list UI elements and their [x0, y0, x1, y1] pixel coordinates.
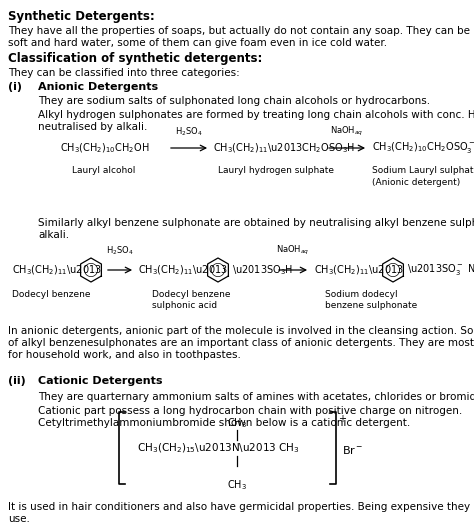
Text: Cationic Detergents: Cationic Detergents [38, 376, 163, 386]
Text: CH$_3$(CH$_2$)$_{11}$\u2013: CH$_3$(CH$_2$)$_{11}$\u2013 [12, 263, 102, 277]
Text: +: + [338, 414, 346, 424]
Text: They are quarternary ammonium salts of amines with acetates, chlorides or bromid: They are quarternary ammonium salts of a… [38, 392, 474, 402]
Text: \u2013SO$_3^-$ Na$^+$: \u2013SO$_3^-$ Na$^+$ [407, 262, 474, 278]
Text: soft and hard water, some of them can give foam even in ice cold water.: soft and hard water, some of them can gi… [8, 38, 387, 48]
Text: use.: use. [8, 514, 30, 524]
Text: CH$_3$(CH$_2$)$_{11}$\u2013: CH$_3$(CH$_2$)$_{11}$\u2013 [138, 263, 228, 277]
Text: \u2013SO$_3$H: \u2013SO$_3$H [232, 263, 293, 277]
Text: Sodium dodecyl: Sodium dodecyl [325, 290, 398, 299]
Text: Similarly alkyl benzene sulphonate are obtained by neutralising alkyl benzene su: Similarly alkyl benzene sulphonate are o… [38, 218, 474, 228]
Text: They have all the properties of soaps, but actually do not contain any soap. The: They have all the properties of soaps, b… [8, 26, 474, 36]
Text: Sodium Lauryl sulphate: Sodium Lauryl sulphate [372, 166, 474, 175]
Text: NaOH$_{aq}$: NaOH$_{aq}$ [330, 125, 364, 138]
Text: It is used in hair conditioners and also have germicidal properties. Being expen: It is used in hair conditioners and also… [8, 502, 474, 512]
Text: CH$_3$(CH$_2$)$_{10}$CH$_2$OSO$_3^-$ Na$^+$: CH$_3$(CH$_2$)$_{10}$CH$_2$OSO$_3^-$ Na$… [372, 140, 474, 156]
Text: CH$_3$(CH$_2$)$_{11}$\u2013CH$_2$OSO$_3$H: CH$_3$(CH$_2$)$_{11}$\u2013CH$_2$OSO$_3$… [213, 141, 356, 155]
Text: for household work, and also in toothpastes.: for household work, and also in toothpas… [8, 350, 241, 360]
Text: benzene sulphonate: benzene sulphonate [325, 301, 417, 310]
Text: Classification of synthetic detergents:: Classification of synthetic detergents: [8, 52, 263, 65]
Text: alkali.: alkali. [38, 230, 69, 240]
Text: Br$^-$: Br$^-$ [342, 444, 364, 456]
Text: Anionic Detergents: Anionic Detergents [38, 82, 158, 92]
Text: of alkyl benzenesulphonates are an important class of anionic detergents. They a: of alkyl benzenesulphonates are an impor… [8, 338, 474, 348]
Text: Cetyltrimethylammoniumbromide shown below is a cationic detergent.: Cetyltrimethylammoniumbromide shown belo… [38, 418, 410, 428]
Text: Lauryl hydrogen sulphate: Lauryl hydrogen sulphate [218, 166, 334, 175]
Text: Lauryl alcohol: Lauryl alcohol [72, 166, 136, 175]
Text: CH$_3$: CH$_3$ [227, 478, 247, 492]
Text: Synthetic Detergents:: Synthetic Detergents: [8, 10, 155, 23]
Text: H$_2$SO$_4$: H$_2$SO$_4$ [175, 125, 203, 138]
Text: (i): (i) [8, 82, 22, 92]
Text: Alkyl hydrogen sulphonates are formed by treating long chain alcohols with conc.: Alkyl hydrogen sulphonates are formed by… [38, 110, 474, 120]
Text: H$_2$SO$_4$: H$_2$SO$_4$ [106, 245, 134, 257]
Text: NaOH$_{aq}$: NaOH$_{aq}$ [276, 244, 310, 257]
Text: In anionic detergents, anionic part of the molecule is involved in the cleansing: In anionic detergents, anionic part of t… [8, 326, 474, 336]
Text: neutralised by alkali.: neutralised by alkali. [38, 122, 147, 132]
Text: CH$_3$: CH$_3$ [227, 416, 247, 430]
Text: (ii): (ii) [8, 376, 26, 386]
Text: sulphonic acid: sulphonic acid [152, 301, 217, 310]
Text: Dodecyl benzene: Dodecyl benzene [12, 290, 91, 299]
Text: CH$_3$(CH$_2$)$_{15}$\u2013N\u2013 CH$_3$: CH$_3$(CH$_2$)$_{15}$\u2013N\u2013 CH$_3… [137, 441, 300, 455]
Text: CH$_3$(CH$_2$)$_{10}$CH$_2$OH: CH$_3$(CH$_2$)$_{10}$CH$_2$OH [60, 141, 149, 155]
Text: (Anionic detergent): (Anionic detergent) [372, 178, 460, 187]
Text: CH$_3$(CH$_2$)$_{11}$\u2013: CH$_3$(CH$_2$)$_{11}$\u2013 [314, 263, 404, 277]
Text: Dodecyl benzene: Dodecyl benzene [152, 290, 230, 299]
Text: They are sodium salts of sulphonated long chain alcohols or hydrocarbons.: They are sodium salts of sulphonated lon… [38, 96, 430, 106]
Text: Cationic part possess a long hydrocarbon chain with positive charge on nitrogen.: Cationic part possess a long hydrocarbon… [38, 406, 462, 416]
Text: They can be classified into three categories:: They can be classified into three catego… [8, 68, 240, 78]
